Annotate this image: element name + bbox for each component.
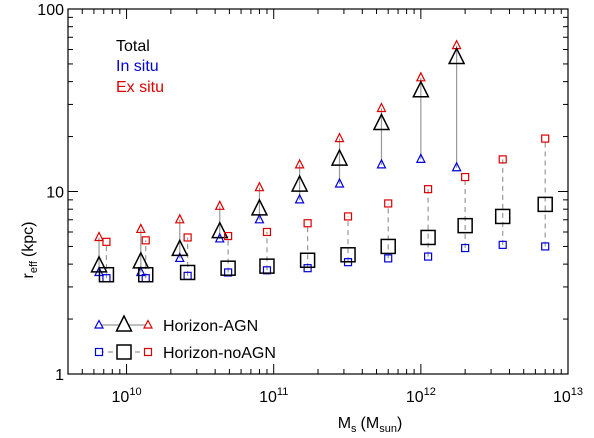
legend-noagn-total-square bbox=[116, 344, 132, 360]
legend-noagn-exsitu-square bbox=[143, 347, 153, 357]
legend-agn-exsitu-triangle bbox=[143, 319, 153, 329]
noagn-total-point bbox=[494, 208, 511, 225]
legend-agn-total-triangle bbox=[115, 314, 133, 332]
agn-total-point bbox=[171, 238, 189, 257]
agn-total-point bbox=[372, 112, 391, 131]
noagn-exsitu-point bbox=[541, 134, 550, 143]
x-tick-label: 1013 bbox=[553, 386, 583, 406]
x-axis-title-sub: s bbox=[351, 423, 357, 435]
noagn-exsitu-point bbox=[384, 199, 393, 208]
y-axis-title-main: r bbox=[20, 272, 37, 278]
noagn-insitu-point bbox=[498, 240, 507, 249]
connector-lines bbox=[98, 45, 546, 279]
x-axis-title-unit-main: M bbox=[366, 415, 379, 432]
data-markers bbox=[90, 39, 553, 283]
noagn-total-point bbox=[220, 260, 236, 276]
noagn-total-point bbox=[340, 247, 356, 263]
noagn-total-point bbox=[420, 229, 436, 246]
noagn-exsitu-point bbox=[141, 236, 150, 245]
agn-exsitu-point bbox=[294, 158, 305, 169]
agn-total-point bbox=[412, 80, 430, 98]
y-axis-title-unit: (kpc) bbox=[20, 222, 37, 258]
agn-exsitu-point bbox=[94, 231, 104, 242]
agn-total-point bbox=[447, 46, 466, 65]
noagn-exsitu-point bbox=[102, 237, 111, 246]
agn-total-point bbox=[330, 148, 349, 166]
legend-horizon-noagn: Horizon-noAGN bbox=[163, 345, 276, 362]
tick-labels: 1010 1011 1012 1013 1 10 100 bbox=[37, 2, 583, 406]
noagn-exsitu-point bbox=[498, 155, 507, 164]
agn-exsitu-point bbox=[254, 181, 265, 192]
y-axis-title: reff (kpc) bbox=[20, 222, 40, 279]
legend-in-situ: In situ bbox=[116, 58, 159, 75]
noagn-exsitu-point bbox=[262, 227, 272, 237]
noagn-insitu-point bbox=[224, 268, 233, 277]
noagn-exsitu-point bbox=[343, 212, 353, 221]
x-tick-label: 1011 bbox=[259, 386, 288, 406]
noagn-exsitu-point bbox=[461, 172, 470, 182]
y-tick-label: 100 bbox=[37, 2, 64, 19]
noagn-total-point bbox=[537, 196, 553, 213]
y-axis-title-sub: eff bbox=[28, 260, 40, 273]
agn-exsitu-point bbox=[135, 223, 146, 234]
y-tick-label: 10 bbox=[46, 185, 64, 202]
agn-total-point bbox=[290, 174, 309, 192]
agn-exsitu-point bbox=[174, 213, 185, 224]
agn-exsitu-point bbox=[334, 132, 345, 143]
noagn-insitu-point bbox=[423, 252, 433, 261]
noagn-insitu-point bbox=[384, 254, 393, 263]
agn-total-point bbox=[211, 221, 229, 239]
noagn-total-point bbox=[380, 238, 396, 255]
legend-noagn-insitu-square bbox=[94, 347, 104, 357]
noagn-exsitu-point bbox=[183, 233, 192, 242]
component-legend: Total In situ Ex situ bbox=[116, 38, 164, 96]
noagn-insitu-point bbox=[461, 243, 470, 253]
agn-total-point bbox=[250, 198, 269, 216]
agn-exsitu-point bbox=[214, 199, 225, 210]
agn-insitu-point bbox=[376, 158, 387, 169]
noagn-total-point bbox=[457, 217, 473, 234]
legend-total: Total bbox=[116, 38, 150, 55]
agn-insitu-point bbox=[415, 153, 426, 164]
noagn-exsitu-point bbox=[224, 231, 233, 241]
noagn-total-point bbox=[137, 266, 154, 283]
legend-ex-situ: Ex situ bbox=[116, 79, 164, 96]
axis-ticks bbox=[67, 8, 568, 375]
noagn-insitu-point bbox=[303, 264, 312, 273]
legend-horizon-agn: Horizon-AGN bbox=[163, 318, 258, 335]
agn-insitu-point bbox=[451, 161, 462, 172]
agn-exsitu-point bbox=[376, 102, 387, 113]
x-tick-label: 1012 bbox=[406, 386, 436, 406]
noagn-total-point bbox=[179, 264, 196, 281]
noagn-total-point bbox=[299, 252, 316, 269]
agn-insitu-point bbox=[334, 177, 345, 188]
simulation-legend: Horizon-AGN Horizon-noAGN bbox=[94, 314, 276, 362]
agn-insitu-point bbox=[254, 213, 265, 224]
x-tick-label: 1010 bbox=[112, 386, 142, 406]
x-axis-title-main: M bbox=[338, 415, 351, 432]
noagn-total-point bbox=[259, 258, 275, 274]
noagn-insitu-point bbox=[541, 242, 550, 251]
noagn-exsitu-point bbox=[423, 185, 433, 194]
noagn-total-point bbox=[98, 266, 115, 283]
x-axis-title: Ms (Msun) bbox=[338, 415, 403, 435]
legend-agn-insitu-triangle bbox=[94, 319, 104, 329]
y-tick-label: 1 bbox=[55, 367, 64, 384]
agn-insitu-point bbox=[174, 252, 185, 263]
agn-insitu-point bbox=[294, 193, 305, 204]
noagn-exsitu-point bbox=[303, 219, 312, 228]
x-axis-title-unit-sub: sun bbox=[379, 423, 397, 435]
